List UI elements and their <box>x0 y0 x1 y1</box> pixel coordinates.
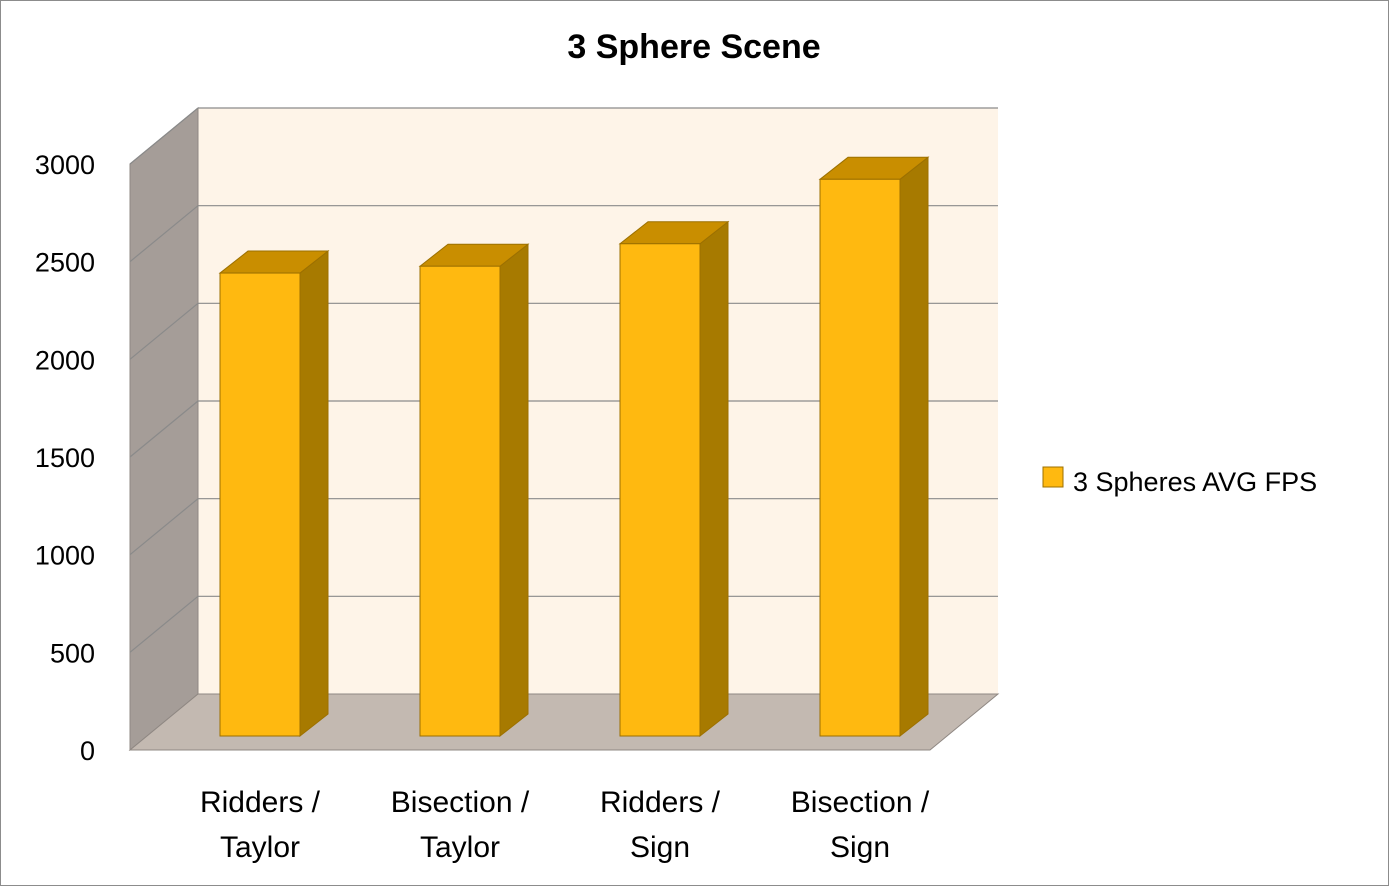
bar-side <box>299 250 329 738</box>
bar <box>218 250 330 738</box>
y-tick-label: 500 <box>50 638 95 668</box>
x-axis: Ridders / Taylor Bisection / Taylor Ridders … <box>200 786 930 864</box>
bar <box>618 220 730 738</box>
gridline-side <box>129 400 199 458</box>
bar-front <box>819 178 901 737</box>
x-tick-label: Taylor <box>220 831 300 864</box>
gridline-side <box>129 595 199 653</box>
legend-label: 3 Spheres AVG FPS <box>1073 467 1317 497</box>
bar-side <box>499 243 529 738</box>
bar-front <box>219 272 301 737</box>
y-tick-label: 1000 <box>35 541 95 571</box>
legend-swatch <box>1042 466 1064 488</box>
y-tick-label: 2000 <box>35 345 95 375</box>
y-axis: 0 500 1000 1500 2000 2500 3000 <box>35 150 95 766</box>
x-tick-label: Sign <box>830 831 890 864</box>
gridline-side <box>129 205 199 263</box>
bar-front <box>619 243 701 737</box>
bar <box>818 156 930 738</box>
bar-front <box>419 265 501 737</box>
chart-title: 3 Sphere Scene <box>567 28 820 66</box>
x-tick-label: Bisection / <box>391 786 530 819</box>
x-tick-label: Ridders / <box>200 786 321 819</box>
gridline-side <box>129 302 199 360</box>
bar-side <box>899 156 929 738</box>
x-tick-label: Sign <box>630 831 690 864</box>
x-tick-label: Ridders / <box>600 786 721 819</box>
bars <box>218 156 930 738</box>
bar-side <box>699 220 729 738</box>
x-tick-label: Taylor <box>420 831 500 864</box>
y-tick-label: 2500 <box>35 248 95 278</box>
y-tick-label: 1500 <box>35 443 95 473</box>
floor <box>128 693 1000 751</box>
legend: 3 Spheres AVG FPS <box>1042 466 1317 497</box>
y-tick-label: 0 <box>80 736 95 766</box>
x-tick-label: Bisection / <box>791 786 930 819</box>
gridline-side <box>129 498 199 556</box>
gridline-side <box>129 107 199 165</box>
bar <box>418 243 530 738</box>
y-tick-label: 3000 <box>35 150 95 180</box>
